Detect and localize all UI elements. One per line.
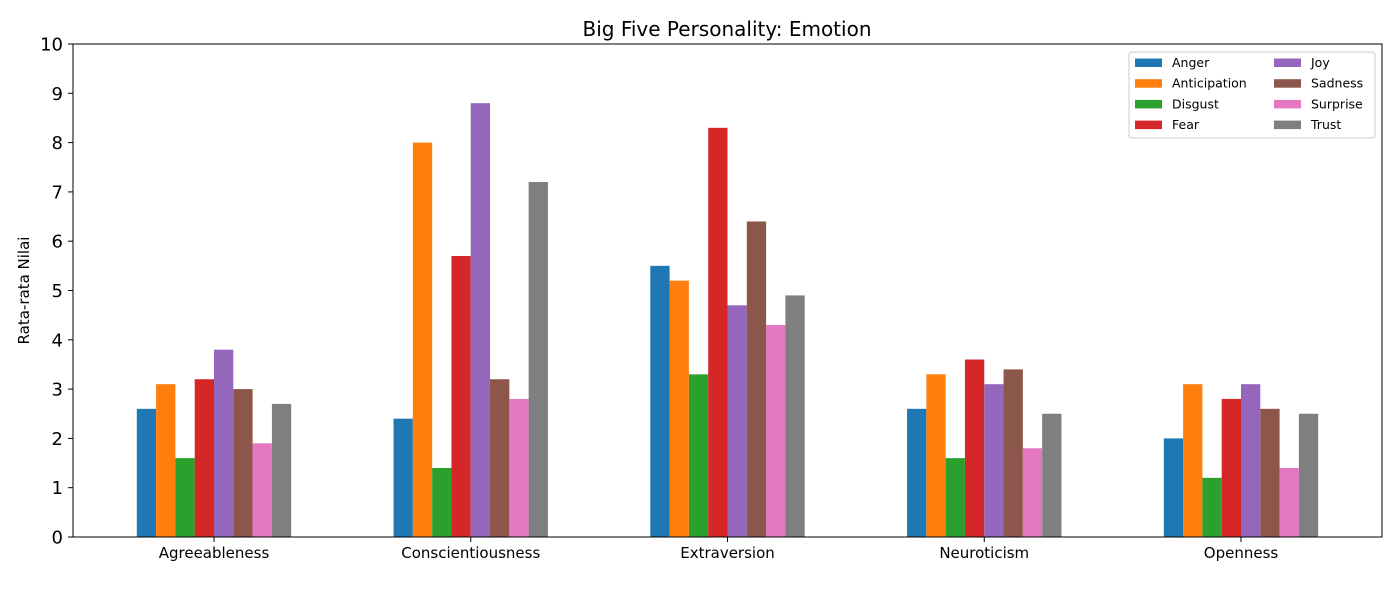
bar-trust-agreeableness	[271, 403, 292, 537]
x-tick-label: Agreeableness	[159, 544, 270, 562]
bar-sadness-openness	[1260, 408, 1280, 537]
bar-joy-conscientiousness	[470, 103, 491, 537]
bar-disgust-agreeableness	[175, 458, 195, 537]
chart-title: Big Five Personality: Emotion	[583, 17, 872, 41]
bar-surprise-extraversion	[766, 325, 786, 537]
bar-sadness-extraversion	[746, 221, 767, 538]
bar-sadness-conscientiousness	[490, 379, 510, 537]
bar-fear-openness	[1221, 398, 1241, 537]
legend: Anger Anticipation Disgust Fear Joy Sadness Su…	[1128, 51, 1376, 139]
bar-surprise-openness	[1279, 467, 1299, 537]
legend-swatch	[1274, 79, 1301, 88]
bar-trust-extraversion	[785, 295, 805, 537]
bar-surprise-conscientiousness	[509, 398, 529, 537]
bar-joy-agreeableness	[214, 349, 234, 537]
legend-label: Anger	[1172, 55, 1210, 70]
bar-surprise-agreeableness	[252, 443, 272, 537]
y-tick-label: 2	[52, 429, 63, 450]
bar-trust-conscientiousness	[528, 182, 548, 538]
bar-joy-openness	[1241, 384, 1261, 537]
y-tick-label: 5	[52, 281, 63, 302]
bar-anger-openness	[1163, 438, 1184, 537]
legend-swatch	[1274, 120, 1301, 130]
legend-swatch	[1135, 120, 1162, 130]
bar-anticipation-conscientiousness	[412, 142, 433, 537]
legend-box	[1128, 51, 1376, 139]
legend-label: Fear	[1172, 117, 1200, 132]
legend-label: Trust	[1310, 117, 1341, 132]
bar-disgust-openness	[1202, 477, 1222, 537]
bar-anticipation-neuroticism	[926, 374, 946, 537]
bar-disgust-neuroticism	[945, 458, 965, 537]
y-tick-label: 1	[52, 478, 63, 499]
x-tick-label: Openness	[1204, 544, 1279, 562]
y-tick-label: 8	[52, 133, 63, 154]
bar-disgust-conscientiousness	[432, 467, 452, 537]
bar-fear-extraversion	[708, 127, 728, 537]
bar-anger-agreeableness	[136, 408, 157, 537]
bar-anger-conscientiousness	[393, 418, 413, 537]
bar-anticipation-agreeableness	[156, 384, 176, 537]
bar-fear-neuroticism	[964, 359, 985, 537]
bar-trust-neuroticism	[1042, 413, 1062, 537]
y-tick-label: 3	[52, 380, 63, 401]
y-tick-label: 6	[52, 232, 63, 253]
bar-surprise-neuroticism	[1022, 448, 1043, 537]
bar-sadness-agreeableness	[233, 389, 253, 537]
y-tick-label: 9	[52, 84, 63, 105]
legend-label: Surprise	[1311, 96, 1363, 111]
legend-label: Disgust	[1172, 96, 1219, 111]
x-tick-label: Neuroticism	[939, 544, 1029, 562]
bar-trust-openness	[1298, 413, 1319, 537]
y-tick-label: 0	[52, 528, 63, 549]
bar-fear-agreeableness	[194, 379, 214, 537]
legend-label: Anticipation	[1172, 76, 1247, 91]
bar-anticipation-extraversion	[669, 280, 689, 537]
bar-fear-conscientiousness	[451, 255, 471, 538]
bar-joy-extraversion	[727, 305, 747, 537]
y-axis-label: Rata-rata Nilai	[15, 237, 33, 345]
y-tick-label: 7	[52, 182, 63, 203]
legend-swatch	[1274, 58, 1301, 67]
legend-label: Joy	[1310, 55, 1330, 70]
x-tick-label: Conscientiousness	[401, 544, 540, 562]
ticks-layer: 0 1 2 3 4 5 6 7 8 9 10 Agreeableness Conscientiousne…	[40, 35, 1278, 563]
legend-swatch	[1135, 58, 1162, 67]
bar-joy-neuroticism	[984, 384, 1004, 537]
legend-swatch	[1135, 79, 1162, 88]
bar-anger-extraversion	[650, 265, 670, 537]
legend-swatch	[1135, 99, 1162, 109]
bars-layer	[136, 103, 1319, 538]
x-tick-label: Extraversion	[680, 544, 775, 562]
legend-label: Sadness	[1311, 76, 1363, 91]
bar-disgust-extraversion	[688, 374, 709, 537]
bar-sadness-neuroticism	[1003, 369, 1023, 537]
bar-anticipation-openness	[1183, 384, 1203, 537]
y-tick-label: 4	[52, 330, 63, 351]
y-tick-label: 10	[40, 35, 63, 56]
legend-swatch	[1274, 99, 1301, 109]
bar-anger-neuroticism	[907, 408, 927, 537]
